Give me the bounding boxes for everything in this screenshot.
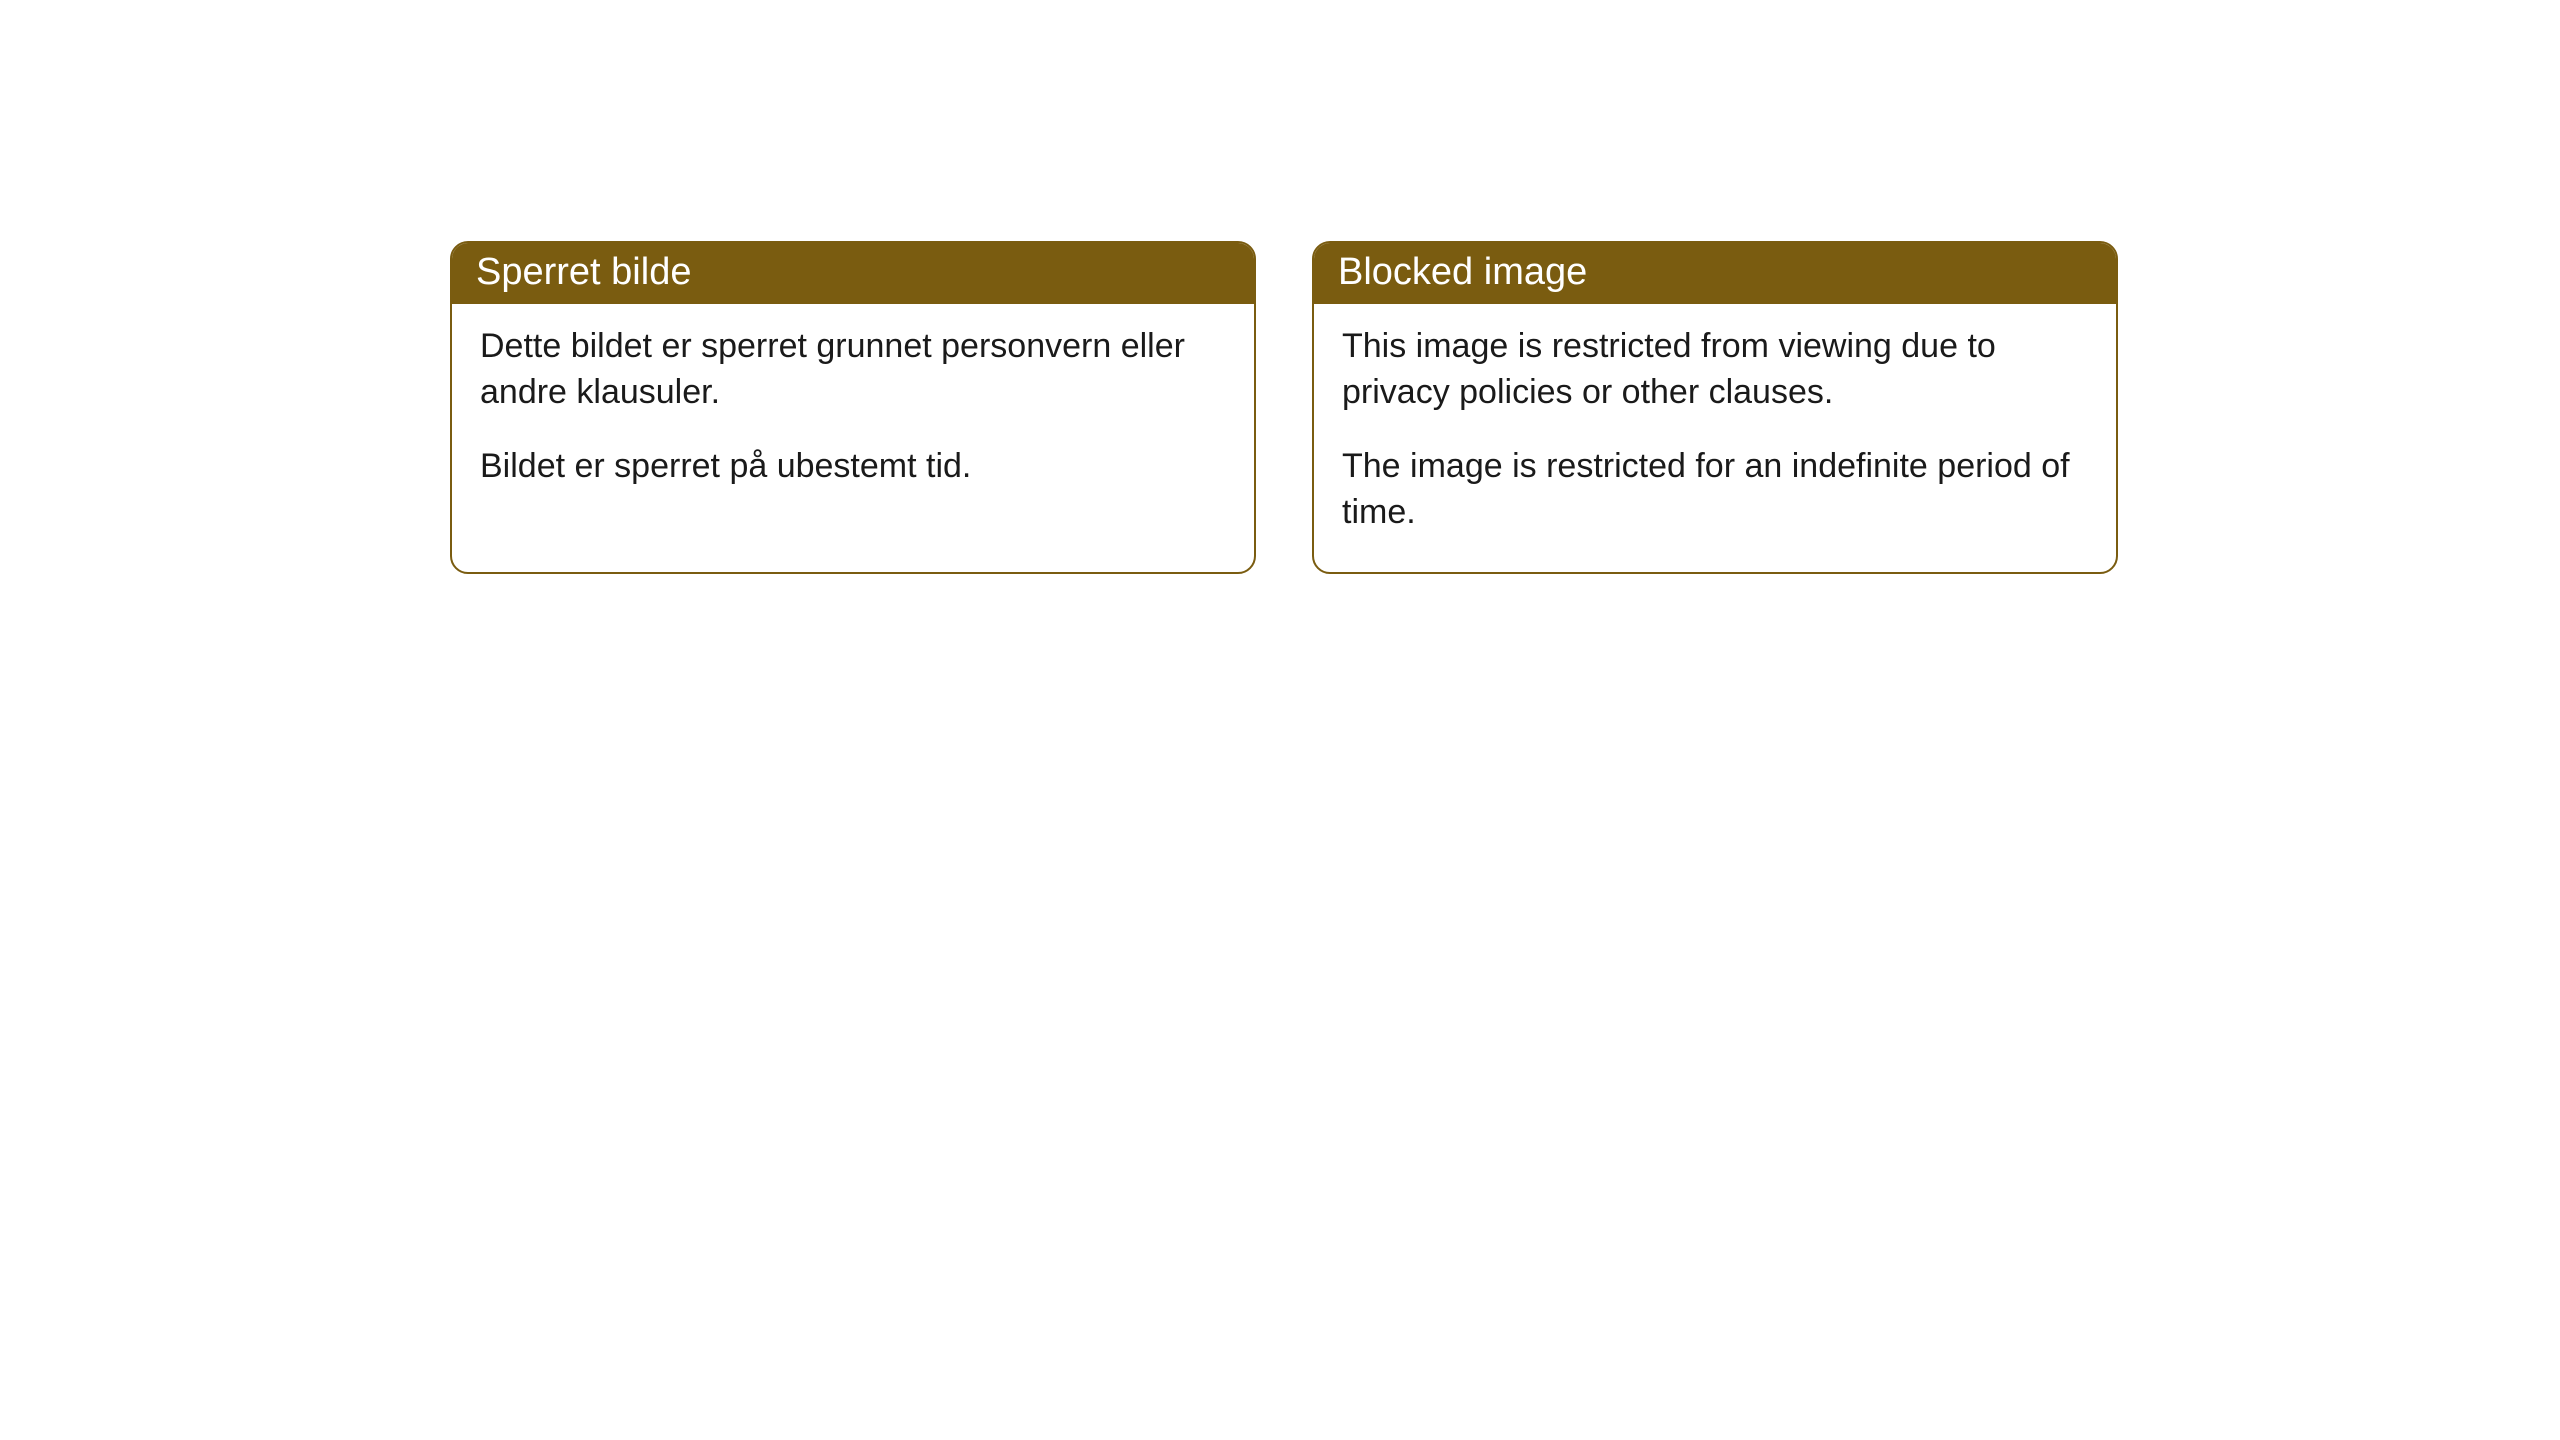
blocked-image-card-english: Blocked image This image is restricted f…	[1312, 241, 2118, 574]
notice-container: Sperret bilde Dette bildet er sperret gr…	[450, 241, 2118, 574]
card-body-norwegian: Dette bildet er sperret grunnet personve…	[452, 304, 1254, 526]
card-paragraph-2-english: The image is restricted for an indefinit…	[1342, 444, 2088, 536]
blocked-image-card-norwegian: Sperret bilde Dette bildet er sperret gr…	[450, 241, 1256, 574]
card-body-english: This image is restricted from viewing du…	[1314, 304, 2116, 572]
card-title-english: Blocked image	[1314, 243, 2116, 304]
card-paragraph-2-norwegian: Bildet er sperret på ubestemt tid.	[480, 444, 1226, 490]
card-paragraph-1-english: This image is restricted from viewing du…	[1342, 324, 2088, 416]
card-title-norwegian: Sperret bilde	[452, 243, 1254, 304]
card-paragraph-1-norwegian: Dette bildet er sperret grunnet personve…	[480, 324, 1226, 416]
